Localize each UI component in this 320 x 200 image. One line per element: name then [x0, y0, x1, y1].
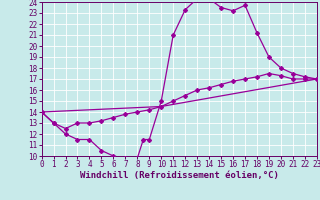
X-axis label: Windchill (Refroidissement éolien,°C): Windchill (Refroidissement éolien,°C): [80, 171, 279, 180]
